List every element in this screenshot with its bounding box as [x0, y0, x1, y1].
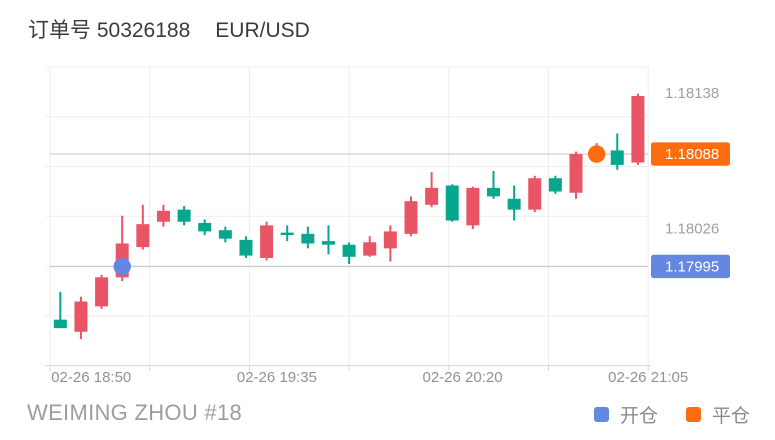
close-price-badge	[651, 142, 730, 166]
order-number-label: 订单号 50326188	[28, 19, 191, 42]
candle-down	[218, 226, 232, 243]
close-price-badge-text: 1.18088	[665, 146, 719, 163]
x-axis-label: 02-26 19:35	[237, 369, 317, 386]
candle-down	[610, 133, 624, 170]
candle-down	[486, 170, 500, 199]
candle-body	[198, 222, 212, 232]
candle-up	[425, 172, 439, 208]
close-legend-label[interactable]: 平仓	[711, 406, 750, 427]
close-legend-swatch[interactable]	[685, 407, 701, 422]
symbol-label: EUR/USD	[215, 19, 310, 42]
x-axis-label: 02-26 20:20	[423, 369, 503, 386]
candle-down	[548, 175, 562, 194]
candle-body	[363, 242, 377, 256]
candle-body	[321, 241, 335, 245]
candle-wick	[492, 170, 495, 199]
open-position-marker	[113, 257, 131, 276]
candle-wick	[327, 225, 330, 255]
candle-up	[74, 296, 88, 340]
candle-up	[136, 204, 150, 250]
candle-body	[486, 187, 500, 197]
candle-down	[177, 206, 191, 226]
close-position-marker	[587, 145, 606, 163]
candle-body	[301, 233, 315, 244]
candle-body	[136, 224, 150, 248]
legend: 开仓 平仓	[593, 401, 750, 428]
candle-body	[53, 319, 67, 329]
y-axis-price-label: 1.18138	[665, 85, 719, 102]
candle-body	[610, 150, 624, 165]
candle-up	[466, 186, 480, 229]
candle-up	[95, 274, 109, 309]
candle-body	[404, 201, 418, 234]
candle-up	[363, 236, 377, 257]
candle-body	[569, 154, 583, 193]
candle-down	[53, 291, 67, 329]
candle-up	[528, 175, 542, 213]
open-legend-swatch[interactable]	[593, 407, 609, 422]
candle-body	[528, 178, 542, 210]
candle-up	[156, 204, 170, 227]
candle-up	[383, 225, 397, 262]
candle-down	[280, 225, 294, 242]
open-price-badge-text: 1.17995	[665, 258, 719, 275]
candle-body	[260, 225, 274, 259]
candle-down	[507, 185, 521, 221]
trader-name: WEIMING ZHOU #18	[27, 400, 243, 425]
candle-body	[177, 209, 191, 222]
y-axis-price-label: 1.18026	[665, 220, 719, 237]
x-axis-label: 02-26 21:05	[608, 369, 688, 386]
candle-body	[507, 198, 521, 210]
candle-body	[631, 96, 645, 163]
candle-down	[445, 184, 459, 222]
candle-body	[239, 239, 253, 256]
candle-up	[260, 221, 274, 261]
candle-body	[425, 187, 439, 205]
candle-wick	[59, 291, 62, 329]
candle-down	[198, 219, 212, 236]
candle-body	[383, 231, 397, 249]
candle-body	[280, 232, 294, 236]
candle-body	[548, 178, 562, 192]
candle-down	[321, 225, 335, 255]
candle-up	[569, 151, 583, 199]
page-title: 订单号 50326188 EUR/USD	[28, 14, 310, 44]
candle-down	[239, 236, 253, 259]
candle-body	[95, 277, 109, 307]
candle-body	[156, 210, 170, 222]
candle-body	[466, 187, 480, 226]
candle-body	[342, 244, 356, 257]
candle-up	[631, 93, 645, 165]
candle-down	[342, 242, 356, 265]
x-axis-label: 02-26 18:50	[51, 369, 131, 386]
candle-body	[218, 230, 232, 239]
candle-body	[445, 185, 459, 221]
candle-up	[404, 196, 418, 237]
open-price-badge	[651, 254, 730, 279]
open-legend-label[interactable]: 开仓	[619, 406, 658, 427]
candle-body	[74, 301, 88, 332]
candle-down	[301, 226, 315, 249]
